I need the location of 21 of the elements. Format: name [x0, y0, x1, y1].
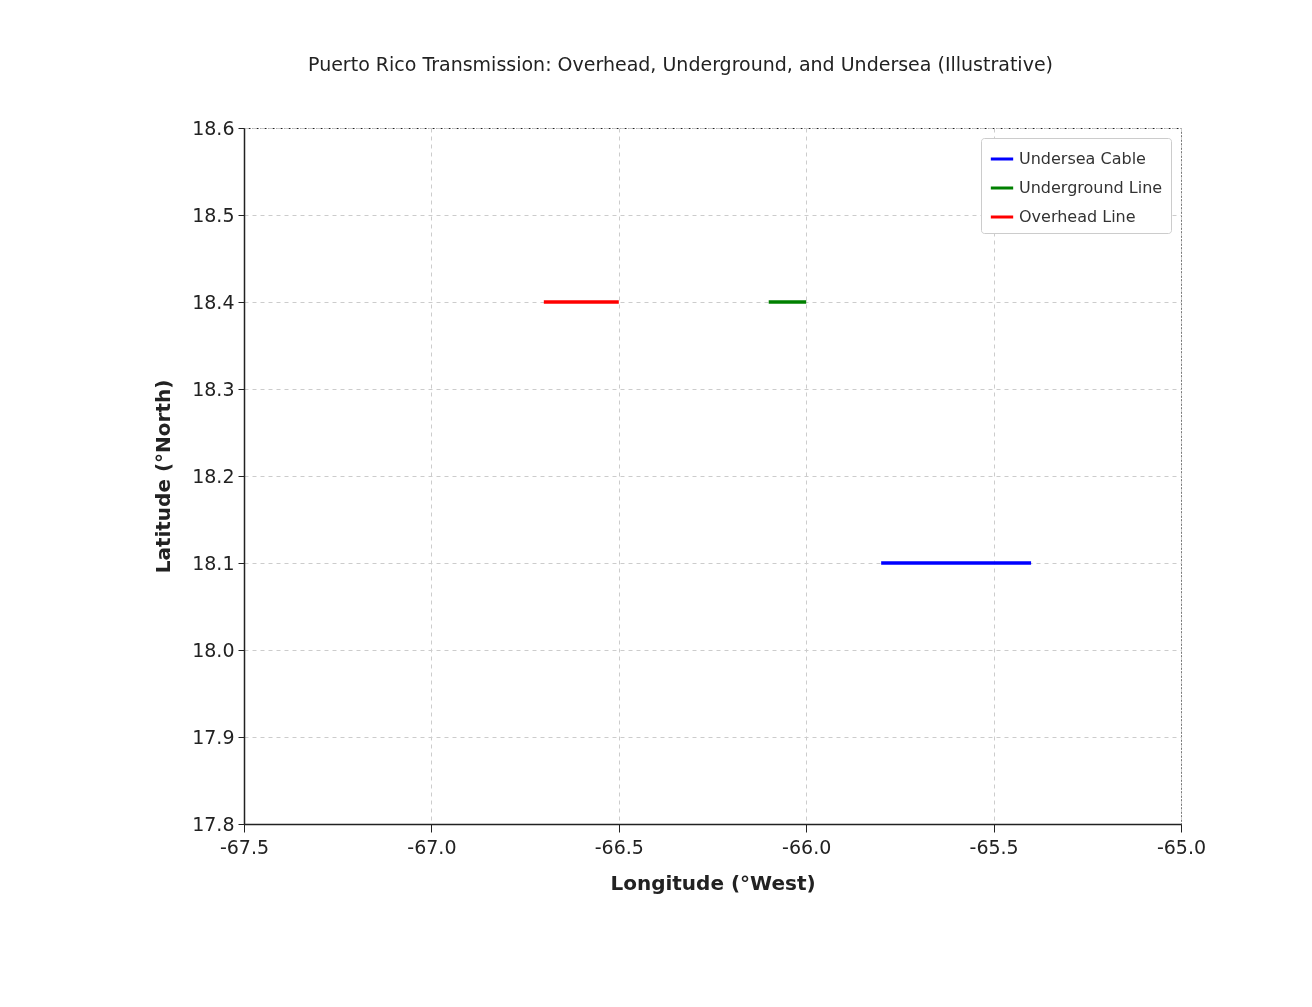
y-tick-label: 18.4	[192, 290, 235, 313]
x-axis-title: Longitude (°West)	[610, 870, 816, 895]
y-tick-label: 18.5	[192, 203, 235, 226]
x-tick-label: -66.5	[594, 835, 644, 858]
x-tick-label: -67.5	[219, 835, 270, 858]
x-tick-label: -67.0	[407, 835, 457, 858]
y-tick-label: 17.9	[192, 725, 235, 748]
y-tick-label: 18.1	[192, 551, 235, 574]
y-tick-label: 18.2	[192, 464, 235, 487]
y-tick-label: 18.3	[192, 377, 235, 400]
y-tick-label: 17.8	[192, 812, 235, 835]
legend-label: Overhead Line	[1019, 207, 1136, 226]
legend-label: Undersea Cable	[1019, 149, 1146, 168]
chart-title: Puerto Rico Transmission: Overhead, Underground, and Undersea (Illustrative)	[308, 53, 1053, 75]
x-tick-label: -66.0	[782, 835, 832, 858]
y-tick-label: 18.6	[192, 116, 235, 139]
legend-label: Underground Line	[1019, 178, 1163, 197]
x-tick-label: -65.5	[969, 835, 1019, 858]
y-axis-title: Latitude (°North)	[151, 379, 176, 574]
x-tick-label: -65.0	[1156, 835, 1207, 858]
y-tick-label: 18.0	[192, 638, 235, 661]
